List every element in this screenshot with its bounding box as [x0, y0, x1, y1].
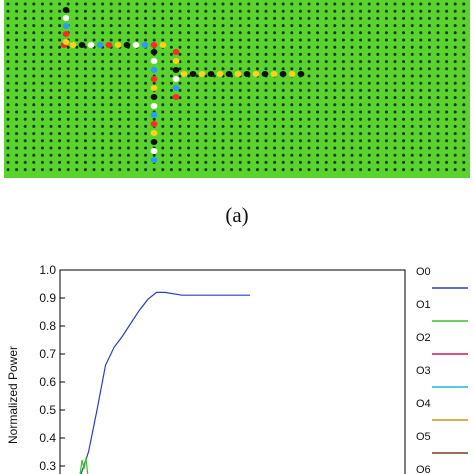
series-lines — [79, 291, 250, 474]
y-tick-label: 0.5 — [39, 403, 56, 417]
legend-label-o0: O0 — [416, 266, 431, 278]
legend-label-o2: O2 — [416, 332, 431, 344]
y-axis-ticks: 1.0 0.9 0.8 0.7 0.6 0.5 0.4 0.3 — [39, 263, 65, 473]
y-tick-label: 1.0 — [39, 263, 56, 277]
simulation-background — [4, 0, 470, 178]
series-line-o1 — [79, 457, 89, 474]
legend-label-o3: O3 — [416, 365, 431, 377]
legend-label-o6: O6 — [416, 464, 431, 474]
series-line-o0 — [80, 291, 250, 474]
panel-a-caption: (a) — [225, 203, 249, 227]
plot-frame — [59, 269, 406, 474]
simulation-field-panel — [4, 0, 470, 178]
field-waveguide-path — [60, 7, 305, 163]
normalized-power-chart: 1.0 0.9 0.8 0.7 0.6 0.5 0.4 0.3 Normalized Powe… — [6, 263, 468, 474]
y-tick-label: 0.3 — [39, 459, 56, 473]
legend: O0 O1 O2 O3 O4 O5 O6 — [416, 266, 468, 474]
y-axis-label: Normalized Power — [6, 346, 20, 444]
y-tick-label: 0.9 — [39, 291, 56, 305]
y-tick-label: 0.6 — [39, 375, 56, 389]
y-tick-label: 0.4 — [39, 431, 56, 445]
legend-label-o1: O1 — [416, 299, 431, 311]
y-tick-label: 0.7 — [39, 347, 56, 361]
rod-lattice — [6, 2, 466, 172]
y-tick-label: 0.8 — [39, 319, 56, 333]
legend-label-o4: O4 — [416, 398, 431, 410]
legend-label-o5: O5 — [416, 431, 431, 443]
